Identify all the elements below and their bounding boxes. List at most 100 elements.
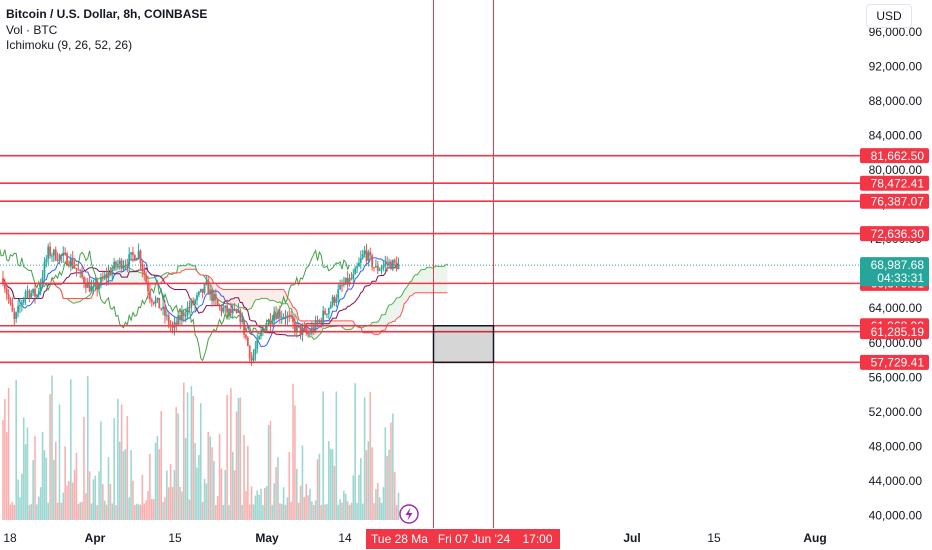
candle-body xyxy=(54,249,57,261)
volume-bar xyxy=(30,503,33,520)
candle-body xyxy=(52,249,55,256)
volume-bar xyxy=(243,435,245,520)
candle-body xyxy=(391,260,394,270)
cloud-segment xyxy=(247,289,250,310)
volume-bar xyxy=(235,411,238,520)
candle-body xyxy=(145,274,148,283)
countdown-label: 04:33:31 xyxy=(877,271,924,285)
cloud-segment xyxy=(217,285,220,301)
candle-body xyxy=(241,319,244,322)
candle-body xyxy=(196,294,198,301)
candle-body xyxy=(158,297,161,309)
candle-body xyxy=(101,277,104,279)
volume-bar xyxy=(70,379,72,520)
cloud-segment xyxy=(230,289,233,305)
volume-bar xyxy=(237,397,240,520)
volume-bar xyxy=(190,385,193,520)
cloud-segment xyxy=(377,319,380,335)
cloud-segment xyxy=(398,296,401,318)
candle-body xyxy=(17,305,19,313)
cloud-segment xyxy=(163,273,165,280)
candle-body xyxy=(122,265,125,269)
volume-bar xyxy=(15,379,17,520)
volume-bar xyxy=(256,490,259,520)
lightning-icon[interactable] xyxy=(399,504,419,524)
volume-bar xyxy=(56,502,59,520)
candle-body xyxy=(22,297,25,303)
y-tick-label: 96,000.00 xyxy=(869,25,923,39)
candle-body xyxy=(376,265,379,271)
candle-body xyxy=(109,272,112,276)
level-badge: 72,636.30 xyxy=(871,227,925,241)
candle-body xyxy=(218,305,221,307)
volume-bar xyxy=(301,445,304,520)
candle-body xyxy=(277,311,279,319)
cloud-segment xyxy=(117,266,120,285)
cloud-segment xyxy=(387,304,390,325)
volume-bar xyxy=(120,404,123,520)
volume-bar xyxy=(192,395,195,520)
candle-body xyxy=(120,260,123,269)
x-tick-label: 18 xyxy=(3,531,17,545)
volume-bar xyxy=(226,394,228,520)
volume-bar xyxy=(19,497,21,520)
volume-bar xyxy=(169,463,172,520)
volume-bar xyxy=(86,376,89,520)
lagging-span xyxy=(0,248,350,362)
volume-bar xyxy=(388,449,390,520)
volume-bar xyxy=(177,413,179,520)
cloud-segment xyxy=(381,314,384,331)
volume-bar xyxy=(181,491,183,520)
volume-bar xyxy=(358,474,360,520)
volume-bar xyxy=(196,467,198,520)
cloud-segment xyxy=(325,320,327,329)
candle-body xyxy=(28,290,31,298)
candle-body xyxy=(26,290,29,292)
cloud-segment xyxy=(268,289,271,301)
volume-bar xyxy=(53,459,55,520)
level-badge: 57,729.41 xyxy=(871,356,925,370)
volume-bar xyxy=(145,500,147,520)
cloud-segment xyxy=(402,290,405,312)
cloud-segment xyxy=(390,303,393,323)
candle-body xyxy=(58,254,61,261)
volume-bar xyxy=(341,502,343,520)
candle-body xyxy=(386,262,389,264)
volume-bar xyxy=(363,397,366,520)
candle-body xyxy=(282,316,285,318)
volume-bar xyxy=(360,458,362,520)
cloud-segment xyxy=(72,298,75,304)
volume-bar xyxy=(371,447,373,520)
candle-body xyxy=(352,274,355,279)
candle-body xyxy=(179,315,181,321)
volume-bar xyxy=(382,487,385,520)
legend-title[interactable]: Bitcoin / U.S. Dollar, 8h, COINBASE xyxy=(6,7,208,21)
x-tick-label: 15 xyxy=(707,531,721,545)
volume-bar xyxy=(209,436,211,520)
cloud-segment xyxy=(411,276,414,296)
cloud-segment xyxy=(76,298,79,303)
candle-body xyxy=(149,291,151,300)
candle-body xyxy=(375,265,377,268)
time-tag-bg xyxy=(366,529,433,549)
cloud-segment xyxy=(134,270,137,285)
volume-bar xyxy=(126,416,129,520)
candle-body xyxy=(73,266,76,268)
volume-bar xyxy=(4,399,6,520)
cloud-segment xyxy=(276,289,278,303)
currency-button[interactable]: USD xyxy=(866,4,912,28)
candle-body xyxy=(20,302,23,306)
candle-body xyxy=(182,312,185,317)
volume-bar xyxy=(263,487,266,520)
volume-bar xyxy=(167,487,170,520)
legend-volume[interactable]: Vol · BTC xyxy=(6,22,58,37)
volume-bar xyxy=(175,407,178,520)
volume-bar xyxy=(386,455,388,520)
volume-bar xyxy=(395,504,398,520)
volume-bar xyxy=(297,502,300,520)
volume-bar xyxy=(329,448,332,520)
candle-body xyxy=(137,250,140,259)
legend-ichimoku[interactable]: Ichimoku (9, 26, 52, 26) xyxy=(6,38,133,52)
cloud-segment xyxy=(151,277,154,285)
